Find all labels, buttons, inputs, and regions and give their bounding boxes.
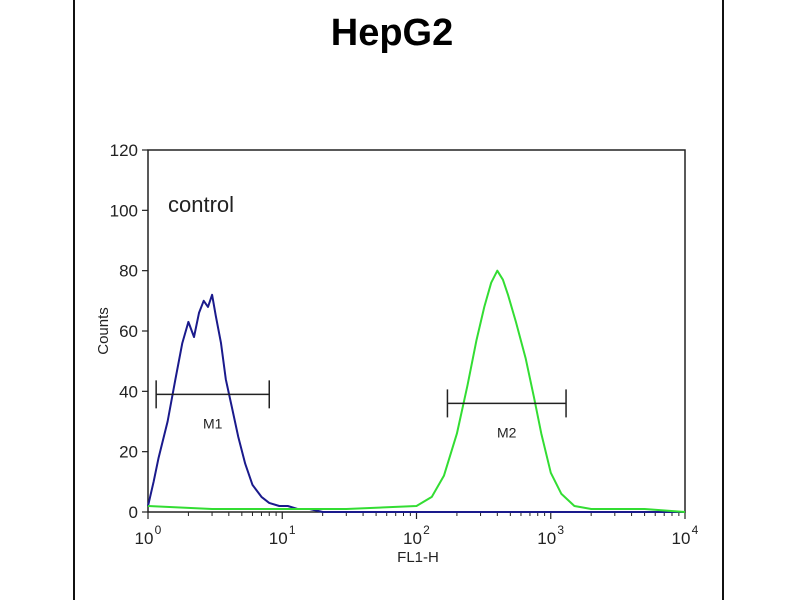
x-tick-label: 10 (135, 529, 154, 548)
x-tick-label: 10 (537, 529, 556, 548)
left-border (73, 0, 75, 600)
x-tick-exponent: 4 (692, 523, 699, 537)
gate-marker-label: M1 (203, 415, 223, 431)
y-tick-label: 100 (110, 201, 138, 220)
gate-marker-label: M2 (497, 424, 517, 440)
marker-layer: M1 M2 (155, 380, 567, 440)
right-border (722, 0, 724, 600)
x-axis-ticks: 10 0 10 1 10 2 10 3 10 4 (135, 512, 699, 548)
histogram-series-1 (147, 293, 685, 513)
x-tick-exponent: 0 (155, 523, 162, 537)
y-tick-label: 20 (119, 443, 138, 462)
y-tick-label: 120 (110, 141, 138, 160)
y-tick-label: 60 (119, 322, 138, 341)
x-tick-exponent: 1 (289, 523, 296, 537)
x-tick-label: 10 (269, 529, 288, 548)
histogram-series-2 (147, 269, 686, 513)
x-axis-label: FL1-H (397, 549, 439, 566)
x-tick-label: 10 (672, 529, 691, 548)
y-tick-label: 40 (119, 382, 138, 401)
x-tick-exponent: 3 (557, 523, 564, 537)
control-annotation: control (168, 192, 234, 217)
y-tick-label: 0 (129, 503, 138, 522)
chart-title: HepG2 (331, 12, 453, 54)
y-axis-ticks: 0 20 40 60 80 100 120 (110, 141, 148, 522)
y-axis-label: Counts (95, 307, 112, 355)
series-layer (147, 269, 686, 513)
x-tick-exponent: 2 (423, 523, 430, 537)
x-tick-label: 10 (403, 529, 422, 548)
y-tick-label: 80 (119, 262, 138, 281)
